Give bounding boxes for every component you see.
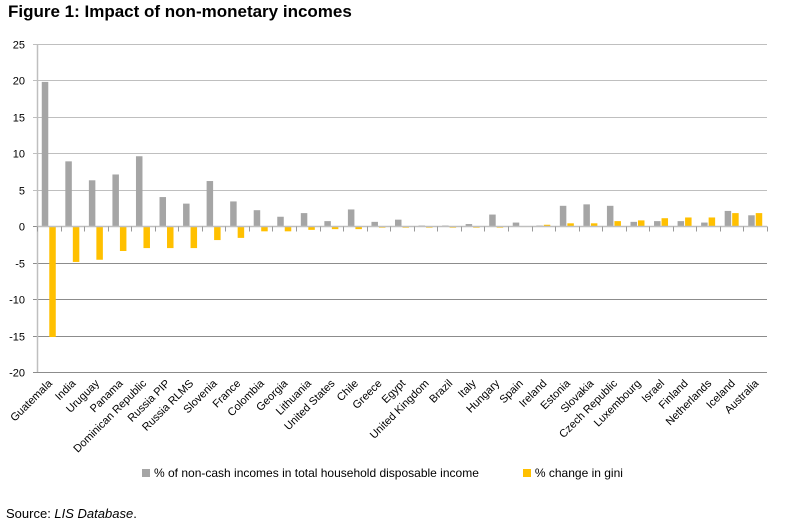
- bar-noncash: [112, 174, 119, 227]
- bar-noncash: [395, 219, 402, 227]
- bar-gini: [543, 224, 551, 227]
- bar-noncash: [159, 197, 167, 227]
- bar-gini: [190, 226, 198, 249]
- bar-noncash: [347, 209, 355, 227]
- bar-gini: [167, 226, 174, 249]
- y-tick-label: -5: [15, 259, 25, 271]
- bar-gini: [331, 226, 339, 230]
- x-tick-label: Guatemala: [8, 377, 55, 424]
- legend-label: % of non-cash incomes in total household…: [154, 466, 479, 480]
- bar-noncash: [371, 221, 378, 227]
- bar-gini: [708, 217, 716, 227]
- legend-item-gini: % change in gini: [522, 466, 623, 480]
- bar-noncash: [300, 213, 308, 227]
- bar-noncash: [701, 222, 708, 227]
- y-tick-label: 0: [19, 222, 25, 234]
- bar-gini: [308, 226, 315, 230]
- bar-noncash: [465, 224, 473, 227]
- bar-noncash: [65, 161, 72, 227]
- bar-noncash: [677, 221, 685, 227]
- y-tick-label: -15: [9, 332, 25, 344]
- bar-gini: [355, 226, 362, 230]
- y-tick-label: 15: [13, 113, 25, 125]
- bar-gini: [119, 226, 127, 252]
- bar-noncash: [748, 215, 755, 227]
- bar-noncash: [583, 204, 590, 227]
- y-tick-label: -20: [9, 368, 25, 380]
- legend-item-noncash: % of non-cash incomes in total household…: [142, 466, 479, 480]
- bar-gini: [590, 223, 598, 227]
- bar-gini: [567, 223, 574, 227]
- bar-gini: [661, 218, 669, 227]
- bar-gini: [96, 226, 103, 260]
- bars: [41, 81, 763, 338]
- bar-gini: [49, 226, 56, 338]
- legend-swatch-yellow: [522, 469, 531, 477]
- y-tick-label: -10: [9, 295, 25, 307]
- legend: % of non-cash incomes in total household…: [142, 466, 623, 480]
- bar-gini: [755, 213, 763, 227]
- bar-noncash: [88, 180, 96, 227]
- bar-gini: [732, 213, 739, 227]
- source-name: LIS Database: [54, 506, 134, 521]
- bar-noncash: [253, 210, 261, 227]
- y-tick-label: 10: [13, 149, 25, 161]
- bar-gini: [637, 220, 645, 227]
- bar-gini: [261, 226, 268, 232]
- gridlines: [33, 44, 767, 373]
- bar-noncash: [230, 201, 237, 227]
- bar-noncash: [277, 216, 284, 227]
- bar-noncash: [41, 81, 49, 227]
- bar-gini: [143, 226, 150, 249]
- y-tick-label: 20: [13, 76, 25, 88]
- axes: [36, 44, 768, 372]
- bar-noncash: [206, 181, 214, 227]
- legend-label: % change in gini: [534, 466, 623, 480]
- bar-noncash: [512, 222, 520, 227]
- bar-noncash: [559, 205, 567, 227]
- bar-noncash: [489, 214, 496, 227]
- bar-gini: [614, 221, 621, 227]
- x-tick-label: Brazil: [427, 378, 455, 406]
- bar-noncash: [654, 221, 661, 227]
- bar-noncash: [183, 203, 190, 227]
- bar-gini: [214, 226, 221, 241]
- figure-title: Figure 1: Impact of non-monetary incomes: [8, 2, 352, 21]
- bar-gini: [237, 226, 245, 238]
- bar-noncash: [324, 221, 331, 227]
- bar-gini: [72, 226, 80, 262]
- y-tick-label: 5: [19, 186, 25, 198]
- source-note: Source: LIS Database.: [6, 506, 137, 521]
- source-suffix: .: [133, 506, 137, 521]
- y-axis-ticks: 25 20 15 10 5 0 -5 -10 -15 -20: [9, 40, 25, 380]
- bar-gini: [685, 217, 692, 227]
- bar-noncash: [630, 221, 637, 227]
- source-prefix: Source:: [6, 506, 55, 521]
- bar-noncash: [135, 156, 143, 227]
- bar-noncash: [724, 210, 732, 227]
- y-tick-label: 25: [13, 40, 25, 52]
- bar-noncash: [606, 205, 614, 227]
- legend-swatch-gray: [142, 469, 150, 477]
- bar-gini: [284, 226, 292, 232]
